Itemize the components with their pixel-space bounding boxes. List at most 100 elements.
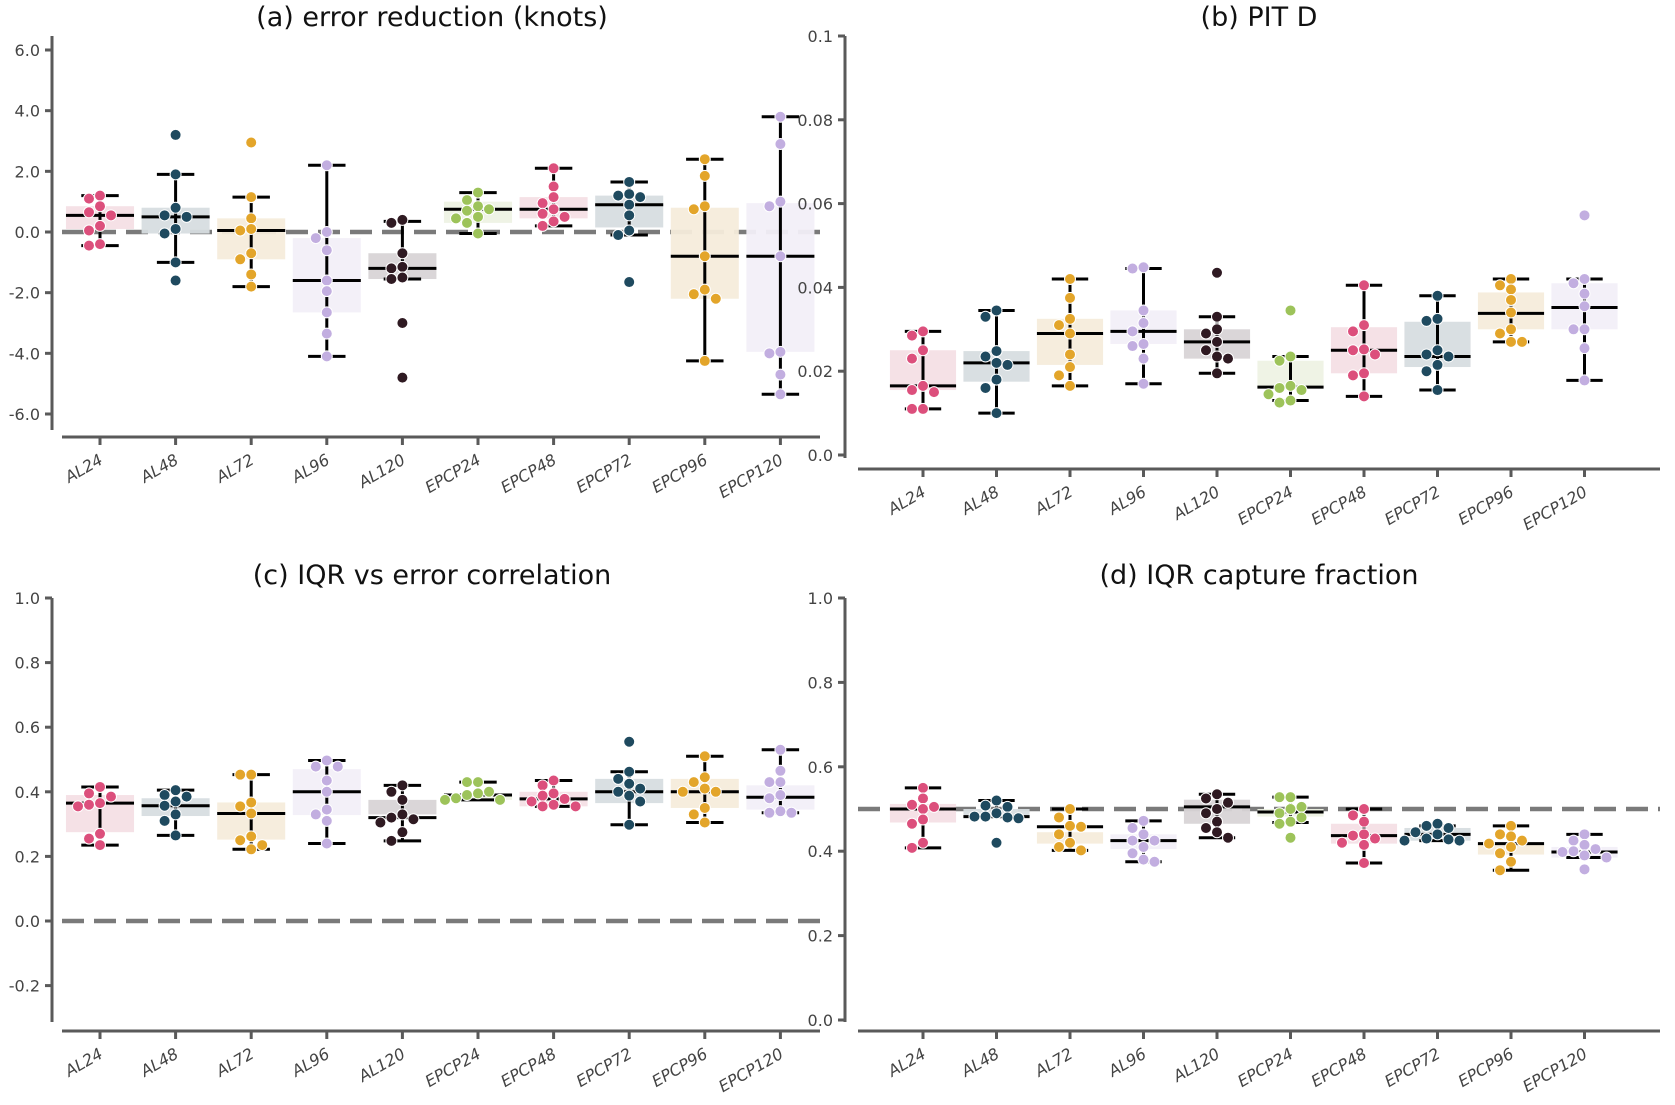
y-tick-label: 0.2: [15, 847, 40, 866]
data-point: [623, 175, 636, 188]
data-point: [158, 227, 171, 240]
box-al120: [368, 213, 437, 384]
data-point: [1001, 800, 1014, 813]
data-point: [536, 779, 549, 792]
data-point: [450, 792, 462, 805]
y-tick-label: 0.08: [797, 111, 833, 130]
data-point: [1222, 831, 1234, 844]
data-point: [1137, 337, 1150, 350]
data-point: [256, 839, 269, 852]
data-point: [245, 768, 258, 781]
data-point: [1064, 803, 1076, 815]
data-point: [105, 790, 117, 803]
data-point: [906, 817, 918, 830]
data-point: [461, 194, 473, 207]
data-point: [1578, 323, 1591, 336]
x-tick-label: AL48: [136, 450, 181, 487]
x-tick-label: EPCP120: [1519, 482, 1590, 534]
box-al48: [141, 128, 210, 287]
x-tick-label: EPCP24: [1234, 1044, 1296, 1091]
data-point: [320, 327, 333, 340]
data-point: [1273, 817, 1286, 830]
data-point: [1211, 310, 1223, 323]
y-tick-label: -4.0: [9, 344, 40, 363]
panel-d-iqr-capture-fraction: (d) IQR capture fraction 1.0 0.8 0.6 0.4 0.2 0…: [808, 560, 1660, 1096]
y-tick-label: 0.4: [808, 842, 833, 861]
data-point: [1442, 833, 1455, 846]
data-point: [709, 785, 722, 798]
data-point: [1126, 834, 1139, 847]
data-point: [763, 806, 776, 819]
data-point: [1200, 792, 1212, 805]
data-point: [396, 808, 409, 821]
data-point: [1064, 379, 1076, 392]
box-al96: [292, 159, 361, 363]
data-point: [385, 785, 398, 798]
data-point: [1578, 374, 1591, 387]
x-tick-label: EPCP48: [497, 450, 559, 497]
box-al120: [1183, 788, 1251, 844]
data-point: [1567, 845, 1580, 858]
data-point: [634, 191, 647, 204]
data-point: [1358, 279, 1370, 292]
data-point: [1578, 838, 1591, 851]
data-point: [623, 818, 636, 831]
data-point: [687, 776, 700, 789]
data-point: [1505, 306, 1517, 319]
data-point: [494, 793, 506, 806]
data-point: [1567, 277, 1580, 290]
box-al120: [368, 779, 437, 847]
data-point: [1347, 344, 1359, 357]
data-point: [774, 805, 787, 818]
data-point: [1211, 815, 1223, 828]
data-point: [245, 222, 258, 235]
x-tick-label: AL48: [136, 1044, 181, 1081]
data-point: [1012, 812, 1025, 825]
data-point: [1483, 837, 1495, 850]
panel-c-iqr-error-correlation: (c) IQR vs error correlation 1.0 0.8 0.6 0.4…: [9, 560, 820, 1096]
data-point: [1567, 323, 1580, 336]
data-point: [547, 162, 560, 175]
box-al24: [65, 189, 135, 252]
x-tick-label: EPCP96: [1455, 1044, 1517, 1091]
y-tick-label: 1.0: [808, 589, 833, 608]
data-point: [1358, 857, 1370, 870]
data-point: [623, 765, 636, 778]
data-point: [385, 834, 398, 847]
data-point: [94, 219, 106, 232]
data-point: [687, 288, 700, 301]
data-point: [774, 764, 787, 777]
data-point: [1453, 834, 1466, 847]
data-point: [928, 386, 940, 399]
data-point: [396, 271, 409, 284]
data-point: [309, 760, 322, 773]
y-tick-label: 0.0: [15, 223, 40, 242]
data-point: [774, 195, 787, 208]
data-point: [1347, 829, 1359, 842]
data-point: [1295, 811, 1308, 824]
data-point: [763, 776, 776, 789]
data-point: [1284, 815, 1297, 828]
y-tick-label: 0.8: [15, 654, 40, 673]
data-point: [698, 801, 711, 814]
box-al48: [963, 794, 1030, 849]
y-tick-label: -0.2: [9, 977, 40, 996]
data-point: [1369, 348, 1381, 361]
x-tick-label: AL96: [1104, 1044, 1149, 1081]
data-point: [1211, 803, 1223, 815]
x-tick-label: EPCP24: [1234, 482, 1296, 529]
data-point: [1578, 300, 1591, 313]
data-point: [906, 384, 918, 397]
data-point: [990, 407, 1003, 420]
data-point: [1284, 394, 1297, 407]
data-point: [385, 216, 398, 229]
data-point: [698, 283, 711, 296]
data-point: [1137, 853, 1150, 866]
data-point: [979, 310, 992, 323]
data-point: [1578, 209, 1591, 222]
data-point: [472, 787, 484, 800]
box-epcp48: [519, 162, 588, 232]
data-point: [917, 813, 929, 826]
data-point: [320, 814, 333, 827]
